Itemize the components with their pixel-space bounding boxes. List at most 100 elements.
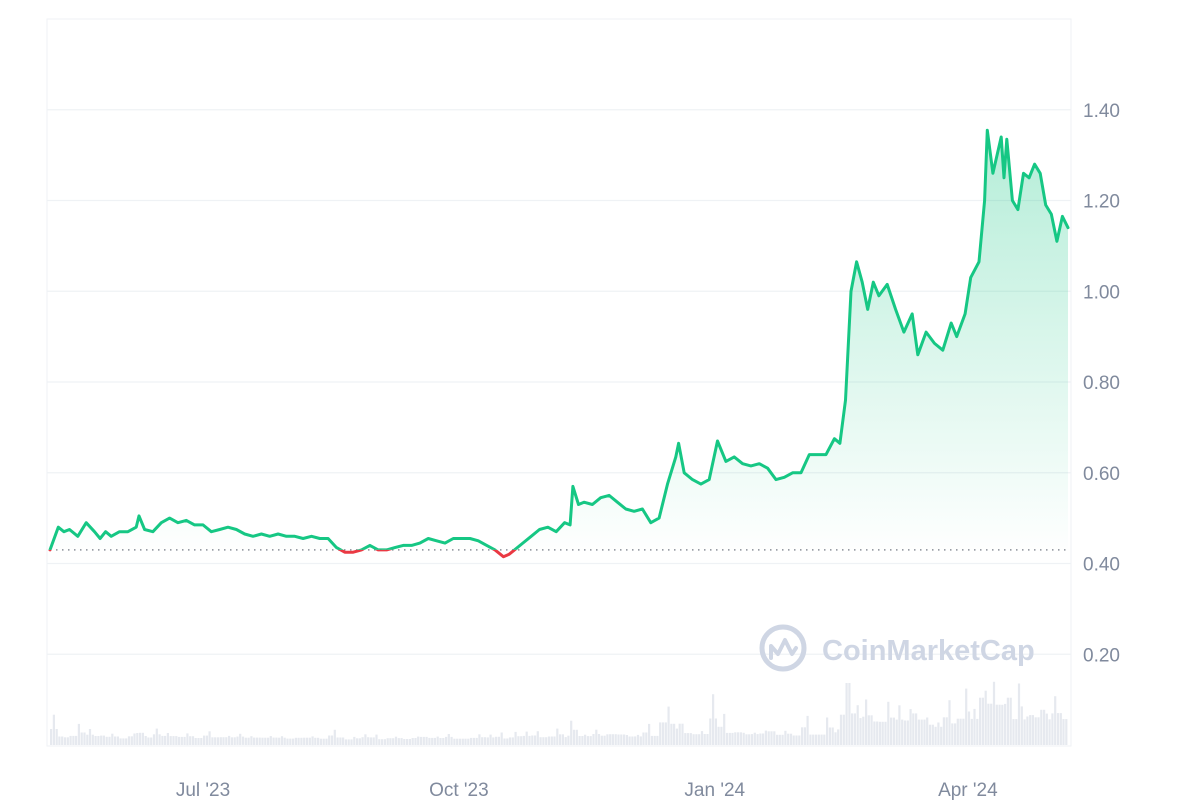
volume-bar (661, 722, 665, 745)
volume-bar (884, 721, 887, 745)
volume-bar (589, 736, 592, 745)
volume-bar (233, 737, 236, 745)
volume-bar (745, 734, 748, 745)
volume-bar (150, 737, 153, 746)
volume-bar (787, 733, 790, 745)
volume-bar (659, 722, 662, 745)
volume-bar (236, 736, 239, 745)
volume-bar (500, 732, 503, 745)
volume-bar (550, 736, 553, 745)
volume-bar (344, 739, 347, 746)
volume-bar (292, 738, 295, 745)
volume-bar (525, 731, 528, 745)
volume-bar (244, 737, 247, 745)
volume-bar (205, 735, 208, 745)
volume-bar (603, 735, 606, 745)
volume-bar (712, 694, 715, 745)
volume-bar (714, 718, 717, 745)
volume-bar (219, 737, 222, 745)
volume-bar (1020, 706, 1023, 745)
volume-bar (681, 723, 684, 745)
volume-bar (492, 737, 495, 745)
volume-bar (670, 723, 673, 745)
volume-bar (425, 736, 428, 745)
volume-bar (653, 735, 656, 745)
volume-bar (450, 736, 453, 745)
volume-bar (826, 717, 829, 745)
volume-bar (731, 732, 734, 745)
volume-bar (147, 737, 150, 746)
volume-bar (453, 738, 456, 745)
volume-bar (948, 700, 951, 745)
volume-bar (105, 736, 108, 745)
volume-bar (645, 732, 648, 745)
volume-bar (862, 716, 865, 745)
volume-bar (386, 738, 389, 745)
volume-bar (1026, 716, 1029, 745)
volume-bar (305, 737, 309, 745)
volume-bar (175, 736, 178, 745)
volume-bar (890, 717, 893, 745)
volume-bar (545, 737, 548, 745)
volume-bar (592, 734, 595, 745)
volume-bar (303, 737, 306, 745)
volume-bar (61, 736, 64, 745)
volume-bar (358, 738, 361, 745)
volume-bar (720, 726, 723, 745)
volume-bar (856, 705, 859, 745)
volume-bar (289, 738, 292, 745)
volume-bar (472, 737, 475, 745)
volume-bar (520, 736, 523, 745)
volume-bar (347, 739, 350, 746)
volume-bar (1015, 719, 1018, 745)
volume-bar (517, 736, 520, 745)
volume-bar (1040, 709, 1043, 745)
volume-bar (965, 688, 968, 745)
volume-bar (308, 737, 311, 745)
volume-bar (261, 737, 264, 745)
volume-bar (414, 738, 417, 745)
volume-bar (100, 735, 103, 745)
volume-bar (617, 734, 620, 745)
volume-bar (867, 715, 870, 745)
volume-bar (364, 734, 367, 745)
volume-bar (63, 737, 67, 745)
volume-bar (177, 736, 181, 745)
volume-bar (917, 719, 920, 745)
volume-bar (194, 738, 197, 745)
volume-bar (931, 724, 934, 745)
volume-bar (486, 737, 489, 745)
volume-bar (102, 735, 105, 745)
volume-bar (848, 683, 851, 745)
volume-bar (1029, 715, 1032, 745)
volume-bar (534, 735, 537, 745)
price-area-fill (50, 130, 1068, 550)
volume-bar (478, 734, 481, 745)
volume-bar (806, 715, 809, 745)
volume-bar (878, 721, 882, 745)
volume-bar (350, 739, 353, 746)
volume-bar (367, 737, 370, 745)
volume-bar (873, 721, 876, 745)
volume-bar (928, 724, 932, 745)
volume-bar (762, 733, 765, 745)
volume-bar (817, 734, 820, 745)
volume-bar (433, 737, 436, 745)
volume-bar (531, 735, 534, 745)
volume-bar (127, 736, 131, 745)
volume-bar (272, 737, 275, 745)
logo-wave-mark (769, 638, 798, 660)
volume-bar (1001, 704, 1004, 745)
volume-bar (361, 737, 364, 745)
volume-bar (392, 738, 395, 745)
volume-bar (230, 737, 233, 745)
volume-bar (539, 737, 542, 745)
volume-bar (164, 735, 167, 745)
watermark-text: CoinMarketCap (822, 635, 1035, 667)
volume-bar (208, 731, 211, 745)
volume-bar (767, 731, 770, 745)
volume-bar (923, 719, 926, 745)
volume-bar (322, 738, 325, 745)
